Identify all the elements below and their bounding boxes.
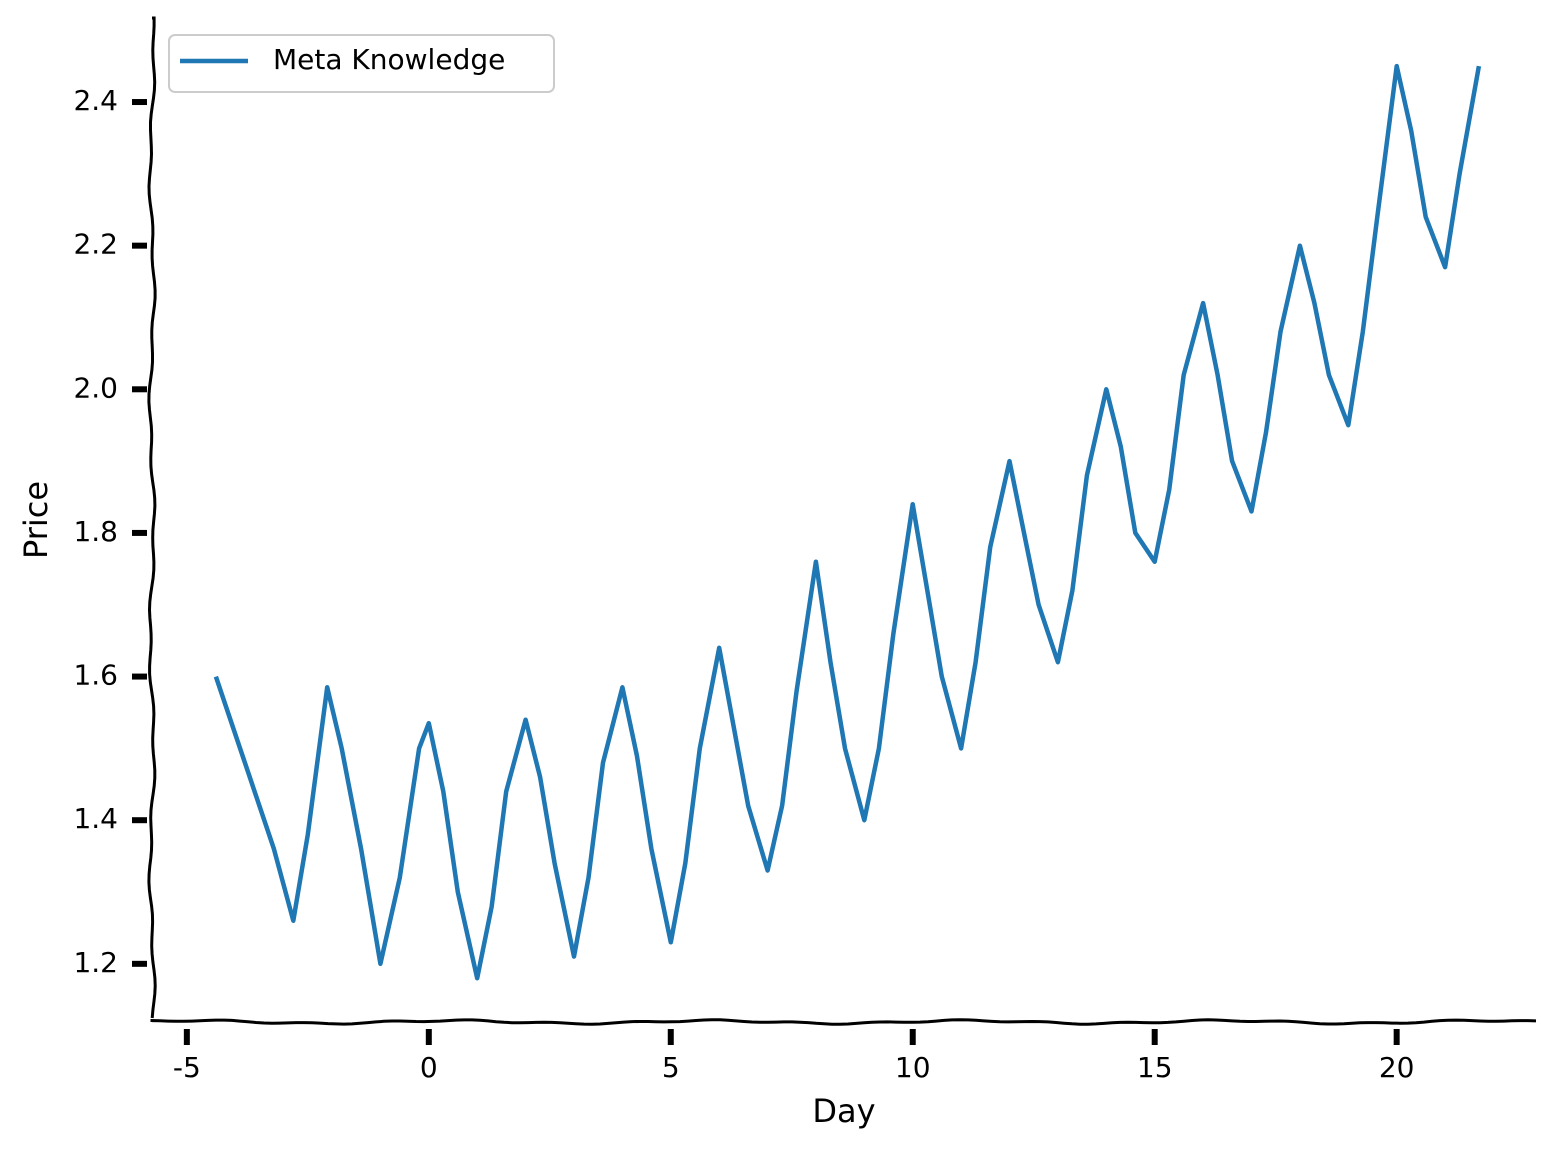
legend-box (168, 34, 555, 93)
x-axis-spine (150, 1018, 1537, 1026)
data-line (213, 63, 1482, 981)
y-tick-label: 2.4 (73, 84, 118, 117)
y-tick-label: 1.8 (73, 515, 118, 548)
y-axis-label: Price (17, 481, 55, 559)
x-tick-label: 10 (895, 1051, 931, 1084)
y-tick-label: 1.6 (73, 659, 118, 692)
y-tick-label: 1.2 (73, 946, 118, 979)
x-tick-label: 5 (662, 1051, 680, 1084)
x-tick-label: -5 (173, 1051, 201, 1084)
y-tick-label: 2.0 (73, 371, 118, 404)
x-tick-label: 15 (1137, 1051, 1173, 1084)
legend-label: Meta Knowledge (273, 43, 505, 76)
x-tick-label: 0 (420, 1051, 438, 1084)
x-tick-label: 20 (1379, 1051, 1415, 1084)
y-tick-label: 1.4 (73, 802, 118, 835)
y-axis-spine (147, 16, 157, 1019)
y-tick-label: 2.2 (73, 228, 118, 261)
x-axis-label: Day (812, 1092, 875, 1130)
